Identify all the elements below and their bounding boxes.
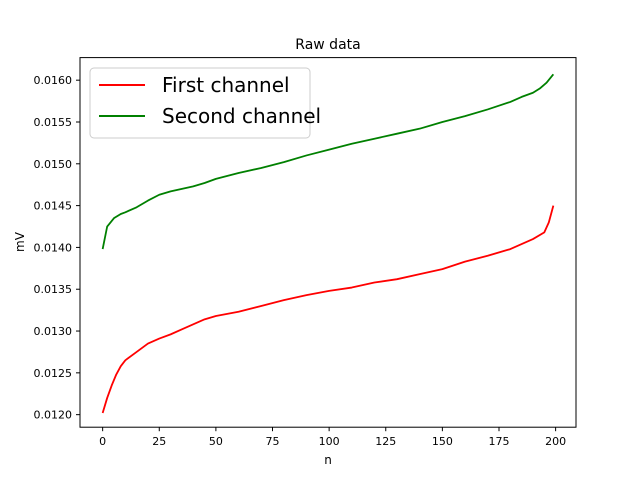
x-tick-label: 125 <box>375 435 396 448</box>
chart-title: Raw data <box>295 37 360 53</box>
x-tick-label: 150 <box>432 435 453 448</box>
y-tick-label: 0.0145 <box>34 200 73 213</box>
series-line-first-channel <box>101 205 555 414</box>
y-tick-label: 0.0150 <box>34 158 73 171</box>
x-tick-label: 75 <box>266 435 280 448</box>
y-axis-ticks: 0.0120 0.0125 0.0130 0.0135 0.0140 0.0145 0.01… <box>34 74 80 422</box>
y-tick-label: 0.0120 <box>34 409 73 422</box>
series-line-second-channel <box>101 73 555 250</box>
legend-label-second-channel: Second channel <box>162 104 321 128</box>
x-tick-label: 200 <box>545 435 566 448</box>
y-tick-label: 0.0130 <box>34 325 73 338</box>
y-tick-label: 0.0125 <box>34 367 73 380</box>
y-tick-label: 0.0160 <box>34 74 73 87</box>
x-tick-label: 0 <box>99 435 106 448</box>
y-tick-label: 0.0155 <box>34 116 73 129</box>
plot-frame <box>79 57 577 428</box>
x-axis-ticks: 0 25 50 75 100 125 150 175 200 <box>99 427 566 448</box>
x-tick-label: 100 <box>319 435 340 448</box>
x-tick-label: 175 <box>488 435 509 448</box>
y-tick-label: 0.0135 <box>34 283 73 296</box>
x-tick-label: 25 <box>152 435 166 448</box>
x-axis-label: n <box>324 453 332 467</box>
legend: First channel Second channel <box>89 67 321 139</box>
y-tick-label: 0.0140 <box>34 241 73 254</box>
series-layer <box>101 73 555 414</box>
legend-label-first-channel: First channel <box>162 73 290 97</box>
y-axis-label: mV <box>13 231 27 252</box>
x-tick-label: 50 <box>209 435 223 448</box>
